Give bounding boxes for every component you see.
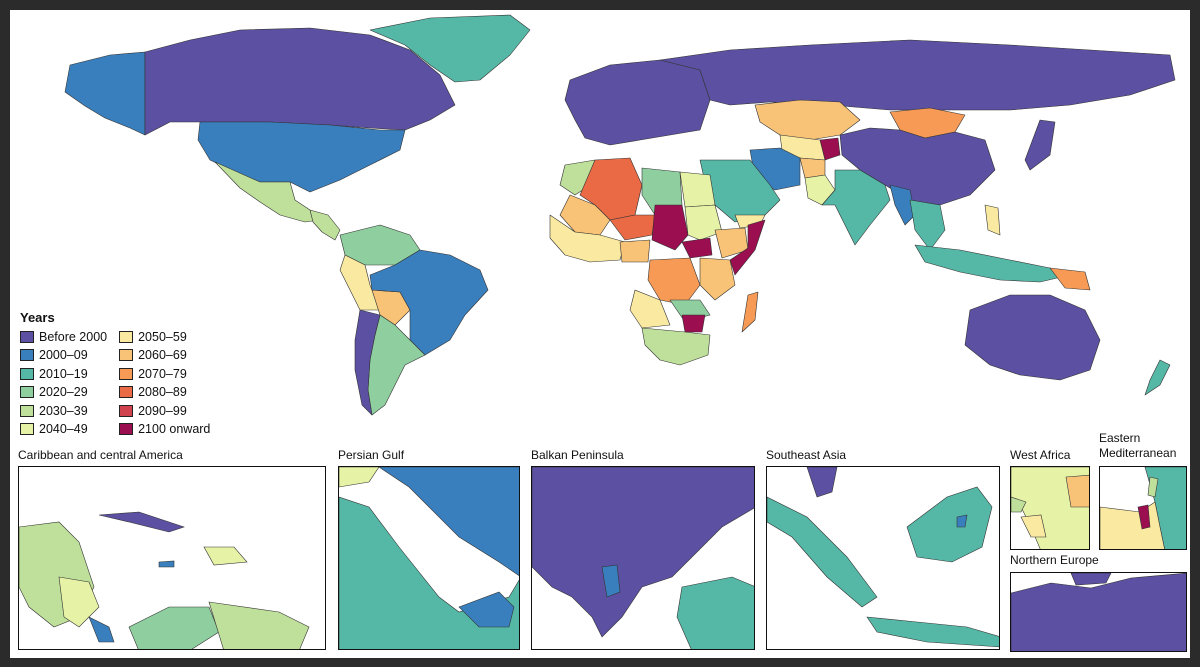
legend-column-1: Before 2000 2000–09 2010–19 2020–29 2030… — [20, 329, 107, 437]
region-australia — [964, 294, 1101, 381]
region-egypt — [679, 171, 716, 208]
legend-item: 2060–69 — [119, 348, 210, 364]
region-png — [1049, 267, 1091, 291]
legend-column-2: 2050–59 2060–69 2070–79 2080–89 2090–99 … — [119, 329, 210, 437]
legend-title: Years — [20, 310, 55, 325]
legend-swatch — [119, 386, 134, 399]
inset-title-northern-europe: Northern Europe — [1010, 553, 1099, 567]
legend-item: 2070–79 — [119, 366, 210, 382]
legend-swatch — [20, 423, 34, 436]
region-somalia — [729, 219, 766, 276]
legend-item: 2090–99 — [119, 403, 210, 419]
legend-swatch — [20, 349, 34, 362]
legend-swatch — [20, 404, 34, 417]
region-south-sudan — [681, 237, 713, 259]
region-india — [821, 169, 891, 246]
legend-item: 2000–09 — [20, 348, 107, 364]
region-russia — [659, 39, 1176, 111]
legend-swatch — [20, 330, 34, 343]
inset-eastern-mediterranean — [1099, 466, 1187, 550]
region-new-zealand — [1144, 359, 1171, 396]
inset-title-balkan: Balkan Peninsula — [531, 448, 624, 462]
region-southern-africa — [641, 327, 711, 366]
region-central-america — [309, 209, 341, 241]
legend-swatch — [119, 367, 134, 380]
map-figure: Years Before 2000 2000–09 2010–19 2020–2… — [10, 10, 1190, 658]
region-niger — [609, 214, 656, 241]
region-zimbabwe — [681, 314, 706, 333]
region-sudan — [684, 204, 723, 241]
inset-northern-europe — [1010, 572, 1187, 652]
legend-swatch — [20, 367, 34, 380]
legend-item: 2100 onward — [119, 422, 210, 438]
legend-swatch — [119, 404, 134, 417]
region-indochina — [909, 199, 946, 251]
region-nigeria — [619, 239, 651, 263]
inset-persian-gulf — [338, 466, 520, 650]
region-chile — [354, 309, 381, 416]
region-myanmar — [889, 184, 916, 226]
legend-swatch — [20, 386, 34, 399]
region-afghanistan — [799, 157, 826, 179]
inset-title-west-africa: West Africa — [1010, 448, 1071, 462]
legend-item: Before 2000 — [20, 329, 107, 345]
region-alaska — [64, 51, 146, 136]
world-map — [64, 14, 1176, 416]
legend-swatch — [119, 423, 134, 436]
region-canada — [144, 27, 456, 136]
legend-item: 2040–49 — [20, 422, 107, 438]
region-drc — [647, 257, 701, 306]
region-chad — [651, 204, 689, 251]
region-europe — [564, 59, 711, 146]
inset-southeast-asia — [766, 466, 1000, 650]
region-west-africa — [549, 214, 626, 263]
region-greenland — [369, 14, 531, 83]
legend-item: 2030–39 — [20, 403, 107, 419]
region-japan — [1024, 119, 1056, 171]
legend-swatch — [119, 330, 134, 343]
region-angola — [629, 289, 671, 329]
inset-title-caribbean: Caribbean and central America — [18, 448, 183, 462]
legend-swatch — [119, 349, 134, 362]
inset-caribbean — [18, 466, 326, 650]
region-brazil — [369, 249, 489, 356]
inset-balkan — [531, 466, 755, 650]
region-usa — [197, 121, 406, 193]
map-legend: Years Before 2000 2000–09 2010–19 2020–2… — [20, 310, 210, 437]
legend-item: 2010–19 — [20, 366, 107, 382]
region-peru — [339, 254, 381, 311]
legend-item: 2050–59 — [119, 329, 210, 345]
inset-title-eastern-mediterranean: Eastern Mediterranean — [1099, 431, 1177, 460]
region-east-africa — [699, 257, 736, 301]
inset-title-persian-gulf: Persian Gulf — [338, 448, 405, 462]
inset-west-africa — [1010, 466, 1090, 550]
legend-item: 2020–29 — [20, 385, 107, 401]
inset-title-southeast-asia: Southeast Asia — [766, 448, 847, 462]
region-indonesia — [914, 244, 1071, 283]
legend-item: 2080–89 — [119, 385, 210, 401]
region-madagascar — [741, 291, 759, 333]
region-philippines — [984, 204, 1001, 236]
